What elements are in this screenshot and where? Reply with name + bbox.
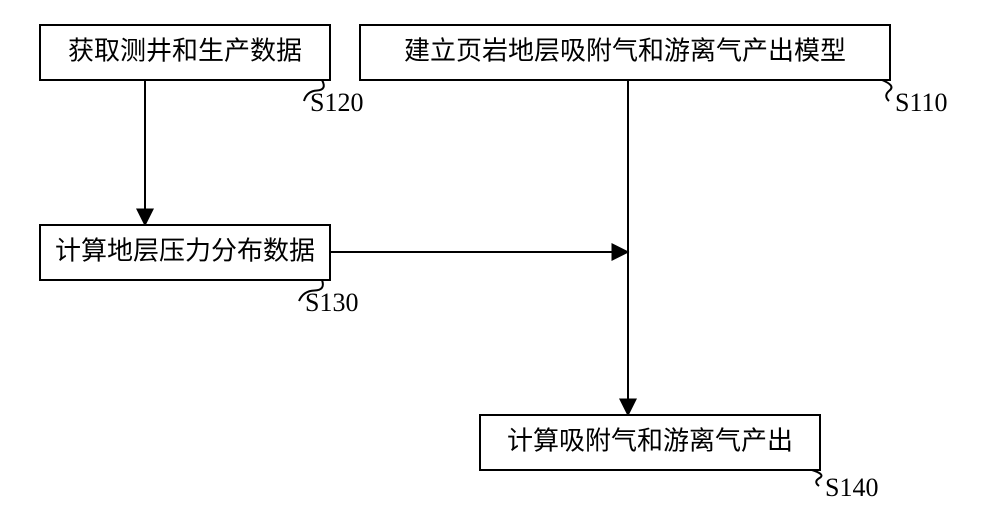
node-label-s120: 获取测井和生产数据	[68, 36, 302, 65]
step-label-s120: S120	[310, 88, 363, 117]
leader-s110	[882, 80, 891, 101]
node-label-s110: 建立页岩地层吸附气和游离气产出模型	[404, 36, 846, 65]
step-label-s110: S110	[895, 88, 948, 117]
node-s130: 计算地层压力分布数据 S130	[40, 225, 358, 317]
node-s110: 建立页岩地层吸附气和游离气产出模型 S110	[360, 25, 948, 117]
step-label-s140: S140	[825, 473, 878, 502]
node-s120: 获取测井和生产数据 S120	[40, 25, 363, 117]
flowchart-canvas: 获取测井和生产数据 S120 建立页岩地层吸附气和游离气产出模型 S110 计算地层压力…	[0, 0, 1000, 520]
node-label-s140: 计算吸附气和游离气产出	[507, 426, 793, 455]
leader-s140	[812, 470, 821, 486]
node-label-s130: 计算地层压力分布数据	[55, 236, 315, 265]
node-s140: 计算吸附气和游离气产出 S140	[480, 415, 878, 502]
step-label-s130: S130	[305, 288, 358, 317]
